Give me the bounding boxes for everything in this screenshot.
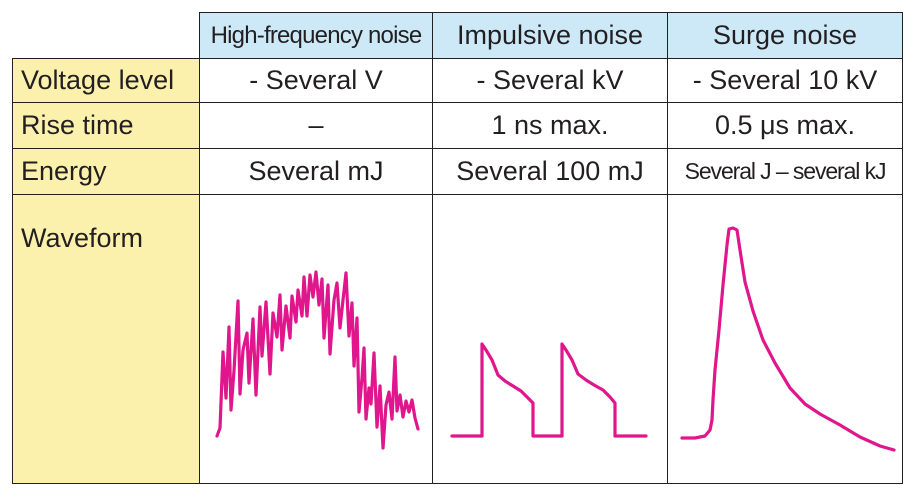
grid-line-left [12, 58, 13, 484]
grid-line-col-3 [667, 12, 668, 484]
cell-value: Several mJ [248, 156, 384, 186]
header-impulsive-noise: Impulsive noise [433, 13, 667, 58]
cell-value: - Several kV [476, 65, 624, 95]
energy-surge: Several J – several kJ [668, 149, 902, 194]
energy-high-frequency: Several mJ [200, 149, 432, 194]
grid-line-row-4-top [12, 194, 903, 195]
high-frequency-noise-trace [215, 270, 420, 450]
voltage-level-high-frequency: - Several V [200, 59, 432, 102]
row-label-rise-time: Rise time [13, 103, 199, 148]
cell-value: - Several 10 kV [692, 65, 878, 95]
row-label-waveform: Waveform [13, 195, 199, 483]
header-surge-noise: Surge noise [668, 13, 902, 58]
cell-value: 1 ns max. [491, 110, 609, 140]
header-label: Surge noise [712, 20, 858, 50]
cell-value: – [308, 110, 324, 140]
rise-time-high-frequency: – [200, 103, 432, 148]
row-label-text: Energy [21, 156, 107, 186]
voltage-level-impulsive: - Several kV [433, 59, 667, 102]
grid-line-row-1-top [12, 58, 903, 59]
grid-line-row-3-top [12, 148, 903, 149]
header-high-frequency-noise: High-frequency noise [200, 13, 432, 58]
cell-value: 0.5 μs max. [714, 110, 856, 140]
grid-line-bottom [12, 483, 903, 484]
row-label-voltage-level: Voltage level [13, 59, 199, 102]
header-label: Impulsive noise [456, 20, 644, 50]
grid-line-right [902, 12, 903, 484]
row-label-text: Rise time [21, 110, 134, 140]
grid-line-col-2 [432, 12, 433, 484]
rise-time-surge: 0.5 μs max. [668, 103, 902, 148]
grid-line-header-top [199, 12, 903, 13]
impulsive-noise-trace [450, 342, 648, 438]
row-label-text: Waveform [21, 223, 144, 253]
row-label-energy: Energy [13, 149, 199, 194]
rise-time-impulsive: 1 ns max. [433, 103, 667, 148]
header-label: High-frequency noise [210, 21, 423, 49]
voltage-level-surge: - Several 10 kV [668, 59, 902, 102]
grid-line-row-2-top [12, 102, 903, 103]
grid-line-col-1 [199, 12, 200, 484]
cell-value: - Several V [249, 65, 383, 95]
cell-value: Several 100 mJ [456, 156, 644, 186]
row-label-text: Voltage level [21, 65, 175, 95]
energy-impulsive: Several 100 mJ [433, 149, 667, 194]
cell-value: Several J – several kJ [684, 158, 887, 184]
surge-noise-trace [680, 226, 896, 452]
